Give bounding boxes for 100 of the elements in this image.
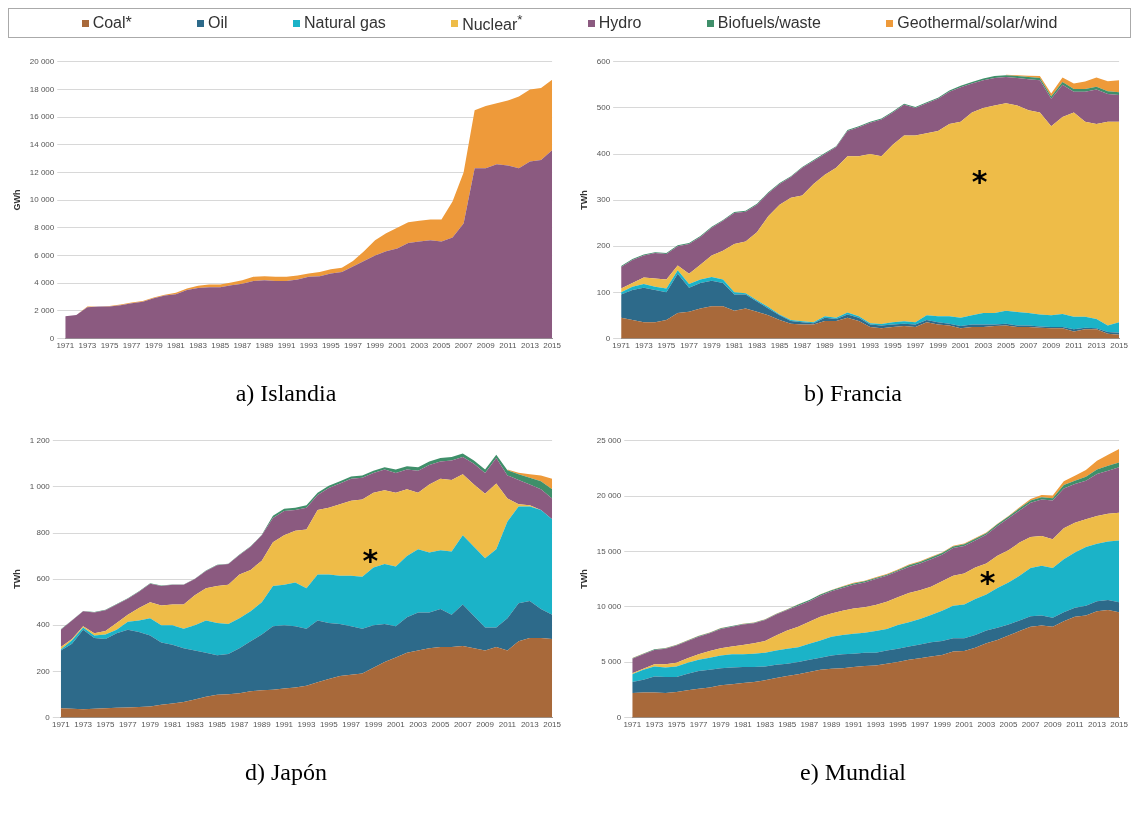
x-tick-label: 1991: [838, 341, 857, 351]
x-tick-label: 1987: [800, 720, 819, 730]
x-tick-label: 1985: [778, 720, 797, 730]
y-tick-label: 18 000: [29, 84, 55, 94]
x-tick-label: 1991: [844, 720, 864, 730]
x-tick-label: 2001: [955, 720, 974, 730]
y-tick-label: 0: [45, 712, 51, 722]
x-tick-label: 2007: [1021, 720, 1041, 730]
x-tick-label: 2011: [499, 341, 517, 351]
x-tick-label: 1995: [321, 341, 341, 351]
x-tick-label: 1995: [319, 720, 339, 730]
y-tick-label: 20 000: [29, 57, 55, 67]
x-tick-label: 1977: [118, 720, 138, 730]
legend-label: Oil: [208, 14, 228, 33]
x-tick-label: 2007: [453, 720, 473, 730]
x-tick-label: 2009: [1042, 341, 1061, 351]
legend-label: Nuclear$^{*}$: [462, 12, 523, 35]
x-tick-label: 1975: [96, 720, 115, 730]
y-tick-label: 200: [596, 241, 611, 251]
x-tick-label: 1983: [748, 341, 767, 351]
x-tick-label: 1981: [725, 341, 744, 351]
y-tick-label: 800: [36, 528, 51, 538]
y-tick-label: 400: [36, 620, 51, 630]
x-tick-label: 2015: [543, 720, 562, 730]
x-tick-label: 1983: [185, 720, 205, 730]
y-tick-label: 10 000: [596, 602, 622, 612]
x-tick-label: 1997: [344, 341, 363, 351]
x-tick-label: 2005: [432, 341, 451, 351]
x-tick-label: 1989: [255, 341, 274, 351]
x-tick-label: 2003: [977, 720, 996, 730]
x-tick-label: 1985: [211, 341, 230, 351]
x-tick-label: 2013: [520, 720, 540, 730]
x-tick-label: 1987: [230, 720, 249, 730]
x-tick-label: 2011: [498, 720, 517, 730]
x-tick-label: 1999: [929, 341, 948, 351]
x-tick-label: 1999: [933, 720, 952, 730]
x-tick-label: 1995: [883, 341, 903, 351]
y-tick-label: 1 000: [29, 482, 51, 492]
x-tick-label: 1979: [711, 720, 731, 730]
y-tick-label: 10 000: [29, 195, 55, 205]
x-tick-label: 1975: [657, 341, 676, 351]
y-tick-label: 100: [596, 287, 611, 297]
x-tick-label: 1981: [734, 720, 753, 730]
y-tick-label: 25 000: [596, 436, 622, 446]
x-tick-label: 1993: [861, 341, 880, 351]
y-tick-label: 6 000: [34, 250, 55, 260]
x-tick-label: 1971: [612, 341, 631, 351]
x-tick-label: 1993: [299, 341, 319, 351]
x-tick-label: 2001: [951, 341, 971, 351]
x-tick-label: 2009: [476, 720, 495, 730]
x-tick-label: 2013: [521, 341, 540, 351]
x-tick-label: 1997: [911, 720, 930, 730]
y-axis-title: TWh: [11, 569, 22, 590]
x-tick-label: 1977: [689, 720, 709, 730]
x-tick-label: 1987: [233, 341, 252, 351]
x-tick-label: 2003: [974, 341, 993, 351]
x-tick-label: 1973: [634, 341, 654, 351]
x-tick-label: 1999: [364, 720, 383, 730]
x-tick-label: 1979: [144, 341, 164, 351]
x-tick-label: 1981: [167, 341, 186, 351]
x-tick-label: 1977: [122, 341, 142, 351]
x-tick-label: 2013: [1087, 341, 1106, 351]
y-axis-title: TWh: [578, 190, 589, 211]
x-tick-label: 1989: [815, 341, 835, 351]
text: e) Mundial: [799, 759, 907, 787]
x-tick-label: 2013: [1088, 720, 1107, 730]
text: b) Francia: [803, 380, 903, 408]
x-tick-label: 2015: [1110, 720, 1129, 730]
y-tick-label: 4 000: [34, 278, 55, 288]
legend-label: Hydro: [598, 14, 642, 33]
x-tick-label: 2003: [410, 341, 429, 351]
legend-label: Natural gas: [303, 14, 386, 33]
x-tick-label: 2009: [1043, 720, 1063, 730]
y-axis-title: TWh: [578, 569, 589, 590]
y-tick-label: 0: [605, 333, 611, 343]
x-tick-label: 2007: [1019, 341, 1039, 351]
x-tick-label: 1975: [100, 341, 119, 351]
x-tick-label: 1971: [56, 341, 75, 351]
x-tick-label: 2015: [1110, 341, 1129, 351]
annotation: *: [979, 565, 996, 601]
y-tick-label: 1 200: [29, 436, 51, 446]
y-tick-label: 400: [596, 149, 611, 159]
y-tick-label: 500: [596, 103, 611, 113]
y-tick-label: 600: [596, 57, 611, 67]
x-tick-label: 2005: [997, 341, 1016, 351]
x-tick-label: 1985: [208, 720, 227, 730]
y-tick-label: 16 000: [29, 112, 55, 122]
x-tick-label: 1973: [74, 720, 93, 730]
x-tick-label: 2003: [409, 720, 428, 730]
x-tick-label: 1991: [275, 720, 294, 730]
x-tick-label: 2005: [431, 720, 450, 730]
x-tick-label: 1983: [189, 341, 208, 351]
legend-label: Coal*: [92, 14, 132, 33]
x-tick-label: 1973: [78, 341, 97, 351]
y-tick-label: 2 000: [34, 306, 55, 316]
y-tick-label: 14 000: [29, 140, 55, 150]
x-tick-label: 2001: [386, 720, 406, 730]
x-tick-label: 2005: [999, 720, 1018, 730]
y-tick-label: 12 000: [29, 167, 55, 177]
x-tick-label: 1981: [163, 720, 182, 730]
